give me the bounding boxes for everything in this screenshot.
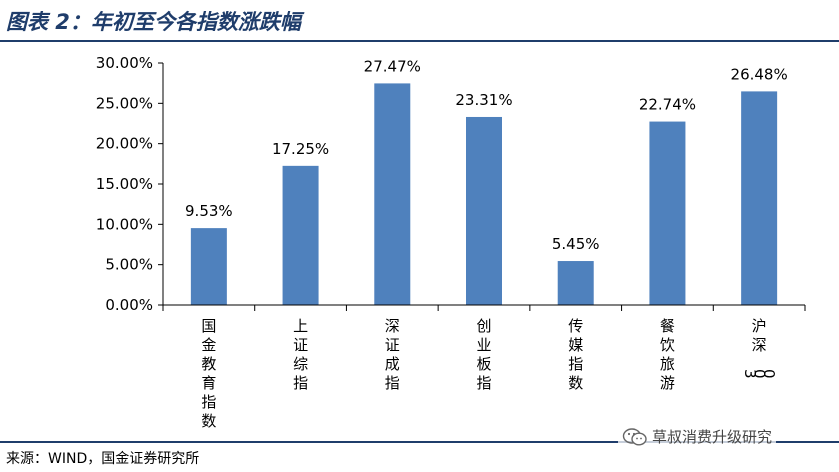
watermark: 草叔消费升级研究 xyxy=(618,424,777,449)
x-tick-label-glyph: 饮 xyxy=(660,336,675,354)
x-tick-label-glyph: 深 xyxy=(752,336,767,354)
y-tick-label: 15.00% xyxy=(96,175,153,193)
x-tick-label: 创业板指 xyxy=(476,317,491,392)
x-tick-label-glyph: 创 xyxy=(476,317,491,335)
x-tick-label-glyph: 指 xyxy=(201,393,216,411)
bars xyxy=(190,83,778,306)
x-tick-label-glyph: 指 xyxy=(476,374,491,392)
bar xyxy=(466,116,502,305)
data-label: 5.45% xyxy=(552,235,600,253)
bar xyxy=(741,91,778,305)
bar xyxy=(282,165,319,305)
chart-title: 图表 2：年初至今各指数涨跌幅 xyxy=(6,10,301,34)
title-bar: 图表 2：年初至今各指数涨跌幅 xyxy=(0,0,839,42)
x-tick-label-glyph: 证 xyxy=(293,336,308,354)
watermark-text: 草叔消费升级研究 xyxy=(652,428,773,446)
y-tick-label: 10.00% xyxy=(96,215,153,233)
data-label: 17.25% xyxy=(272,140,329,158)
x-tick-label-glyph: 成 xyxy=(385,355,400,373)
x-tick-label-glyph: 国 xyxy=(201,317,216,335)
bar xyxy=(649,121,686,306)
x-tick-label-glyph: 育 xyxy=(201,374,216,392)
x-tick-label-glyph: 综 xyxy=(293,355,308,373)
x-tick-label-glyph: 传 xyxy=(568,317,583,335)
wechat-icon xyxy=(622,427,648,447)
x-tick-label-glyph: 指 xyxy=(293,374,308,392)
x-tick-label-glyph: 游 xyxy=(660,374,675,392)
x-tick-label-glyph: 深 xyxy=(385,317,400,335)
x-tick-label-glyph: 旅 xyxy=(660,355,675,373)
x-tick-label-glyph: 指 xyxy=(568,355,583,373)
bar xyxy=(557,261,594,305)
x-tick-label: 沪深 300 xyxy=(741,317,778,379)
x-tick-label-glyph: 上 xyxy=(293,317,308,335)
x-tick-label-glyph: 餐 xyxy=(660,317,675,335)
x-tick-label-glyph: 教 xyxy=(201,355,216,373)
y-tick-label: 20.00% xyxy=(96,135,153,153)
x-tick-label: 深证成指 xyxy=(385,317,400,392)
x-tick-label-glyph: 板 xyxy=(476,355,491,373)
y-tick-label: 30.00% xyxy=(96,54,153,72)
bar xyxy=(190,228,227,305)
x-tick-label-glyph: 金 xyxy=(201,336,216,354)
x-tick-label-glyph: 业 xyxy=(476,336,491,354)
y-tick-label: 5.00% xyxy=(105,256,153,274)
x-tick-label: 国金教育指数 xyxy=(201,317,216,430)
y-tick-label: 25.00% xyxy=(96,94,153,112)
y-tick-label: 0.00% xyxy=(105,296,153,314)
x-tick-label-glyph: 媒 xyxy=(568,336,583,354)
x-tick-label: 餐饮旅游 xyxy=(660,317,675,392)
x-tick-label-glyph: 300 xyxy=(741,369,778,379)
source-note: 来源：WIND，国金证券研究所 xyxy=(6,451,200,467)
footer-divider xyxy=(0,441,839,443)
bar-chart: 0.00% 5.00% 10.00% 15.00% 20.00% 25.00% 30.00%… xyxy=(96,54,806,430)
x-tick-label: 传媒指数 xyxy=(568,317,583,392)
x-tick-label-glyph: 数 xyxy=(201,412,216,430)
x-tick-label-glyph: 指 xyxy=(385,374,400,392)
chart-area: 0.00% 5.00% 10.00% 15.00% 20.00% 25.00% 30.00%… xyxy=(0,42,839,440)
x-tick-label-glyph: 数 xyxy=(568,374,583,392)
data-label: 27.47% xyxy=(364,57,421,75)
data-label: 9.53% xyxy=(185,202,233,220)
x-tick-label: 上证综指 xyxy=(293,317,308,392)
data-label: 26.48% xyxy=(731,65,788,83)
x-tick-label-glyph: 沪 xyxy=(752,317,767,335)
y-axis: 0.00% 5.00% 10.00% 15.00% 20.00% 25.00% 30.00% xyxy=(96,54,164,314)
data-labels: 9.53% 17.25% 27.47% 23.31% 5.45% 22.74% 26.48% xyxy=(185,57,788,253)
bar xyxy=(374,83,411,305)
x-tick-label-glyph: 证 xyxy=(385,336,400,354)
data-label: 23.31% xyxy=(455,91,512,109)
data-label: 22.74% xyxy=(639,96,696,114)
